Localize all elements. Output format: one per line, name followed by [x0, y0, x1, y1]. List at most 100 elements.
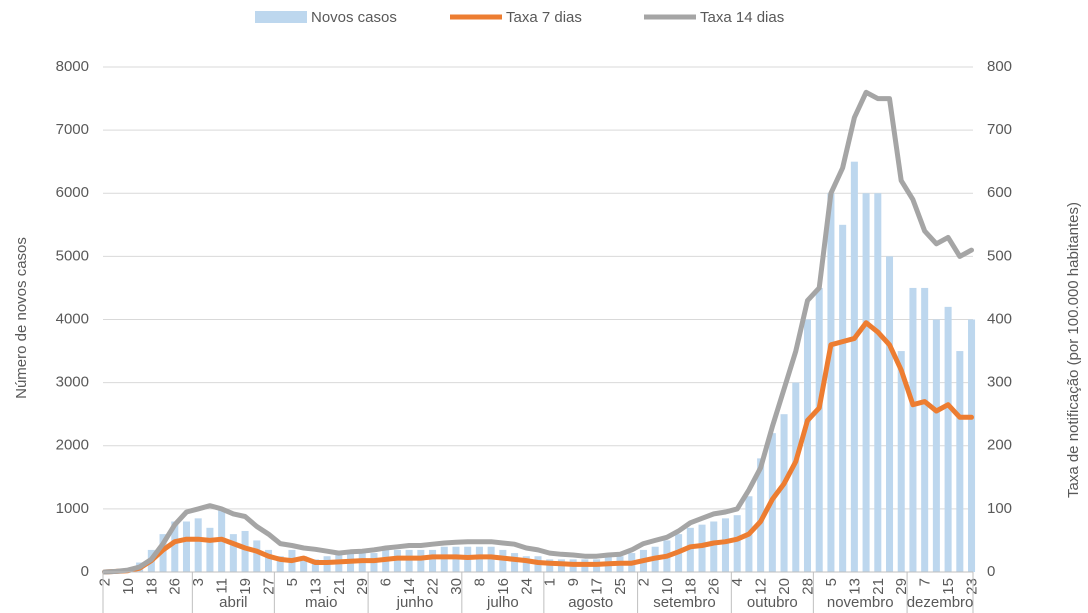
legend-label: Taxa 14 dias [700, 9, 784, 26]
bar [862, 193, 870, 572]
x-tick-label: 30 [448, 578, 465, 595]
x-tick-label: 15 [940, 578, 957, 595]
bar [827, 193, 835, 572]
x-tick-label: 19 [237, 578, 254, 595]
bar [792, 382, 800, 572]
x-tick-label: 5 [284, 578, 301, 586]
bar [229, 534, 237, 572]
x-tick-label: 22 [425, 578, 442, 595]
bar [276, 556, 284, 572]
x-tick-label: 7 [917, 578, 934, 586]
x-tick-label: 18 [143, 578, 160, 595]
x-tick-label: 21 [331, 578, 348, 595]
x-tick-label: 26 [167, 578, 184, 595]
y2-tick-label: 300 [987, 374, 1012, 391]
y-tick-label: 0 [81, 563, 89, 580]
x-tick-label: 29 [354, 578, 371, 595]
bar [956, 351, 964, 572]
bar [757, 458, 765, 572]
y2-tick-label: 100 [987, 500, 1012, 517]
x-tick-label: 20 [776, 578, 793, 595]
x-tick-label: 4 [729, 578, 746, 586]
y-tick-label: 3000 [56, 374, 89, 391]
bar [721, 518, 729, 572]
bar [393, 549, 401, 572]
bar [932, 319, 940, 572]
x-tick-label: 8 [471, 578, 488, 586]
bar [897, 351, 905, 572]
bar [886, 256, 894, 572]
bar [253, 540, 261, 572]
y2-tick-label: 600 [987, 184, 1012, 201]
x-tick-label: 6 [378, 578, 395, 586]
x-tick-label: 28 [799, 578, 816, 595]
x-tick-label: 29 [893, 578, 910, 595]
bar [194, 518, 202, 572]
bar [522, 556, 530, 572]
x-tick-label: 2 [96, 578, 113, 586]
bar [839, 224, 847, 572]
bar [780, 414, 788, 572]
x-tick-label: 13 [307, 578, 324, 595]
bar [241, 530, 249, 572]
x-tick-label: 9 [565, 578, 582, 586]
bar [499, 549, 507, 572]
bar [850, 161, 858, 572]
x-tick-label: 18 [682, 578, 699, 595]
line [102, 89, 974, 575]
bar [698, 524, 706, 572]
legend-label: Novos casos [311, 9, 397, 26]
bar [968, 319, 976, 572]
bar [921, 287, 929, 572]
y-axis-title: Número de novos casos [13, 237, 30, 399]
group-label: agosto [568, 594, 613, 611]
bar [909, 287, 917, 572]
group-label: setembro [653, 594, 716, 611]
x-tick-label: 1 [542, 578, 559, 586]
x-tick-label: 17 [589, 578, 606, 595]
legend-swatch [255, 11, 307, 23]
bar [171, 521, 179, 572]
bar [405, 549, 413, 572]
bar [710, 521, 718, 572]
bar [815, 287, 823, 572]
x-tick-label: 13 [846, 578, 863, 595]
bar [803, 319, 812, 572]
y2-axis-title: Taxa de notificação (por 100.000 habitan… [1065, 202, 1082, 498]
x-tick-label: 10 [659, 578, 676, 595]
legend-label: Taxa 7 dias [506, 9, 582, 26]
y-tick-label: 2000 [56, 437, 89, 454]
x-tick-label: 27 [260, 578, 277, 595]
bar [300, 556, 308, 572]
bar [874, 193, 882, 572]
bar [264, 549, 273, 572]
x-tick-label: 26 [706, 578, 723, 595]
group-label: novembro [827, 594, 894, 611]
bar [686, 527, 694, 572]
x-tick-label: 23 [964, 578, 981, 595]
x-tick-label: 12 [753, 578, 770, 595]
bar [182, 521, 190, 572]
x-tick-label: 21 [870, 578, 887, 595]
group-label: julho [486, 594, 519, 611]
group-label: dezembro [907, 594, 974, 611]
bar [733, 515, 741, 572]
x-tick-label: 3 [190, 578, 207, 586]
x-tick-label: 24 [518, 578, 535, 595]
group-label: maio [305, 594, 338, 611]
group-label: abril [219, 594, 247, 611]
y2-tick-label: 500 [987, 247, 1012, 264]
x-tick-label: 5 [823, 578, 840, 586]
x-tick-label: 11 [214, 578, 231, 594]
x-tick-label: 16 [495, 578, 512, 595]
bar [311, 559, 319, 572]
bar [429, 549, 437, 572]
x-tick-label: 2 [635, 578, 652, 586]
bar [417, 549, 425, 572]
y-tick-label: 1000 [56, 500, 89, 517]
y2-tick-label: 400 [987, 310, 1012, 327]
line [102, 320, 974, 575]
bar [944, 306, 952, 572]
y2-tick-label: 700 [987, 121, 1012, 138]
